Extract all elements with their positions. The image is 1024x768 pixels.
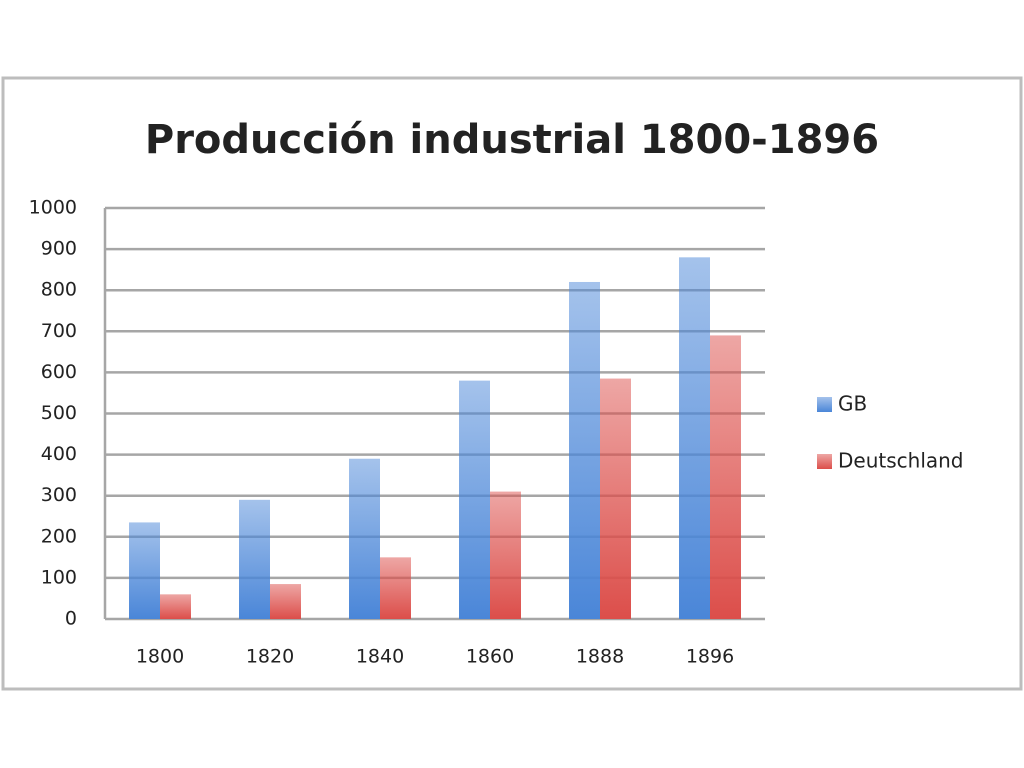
bar [160, 594, 191, 619]
chart-title: Producción industrial 1800-1896 [145, 117, 879, 163]
legend-swatch [817, 397, 832, 412]
legend-label: GB [838, 392, 867, 416]
bar [490, 491, 521, 619]
bar [459, 380, 490, 619]
legend-label: Deutschland [838, 449, 964, 473]
y-tick-label: 800 [41, 279, 77, 301]
x-tick-label: 1840 [356, 646, 404, 668]
bar [679, 257, 710, 619]
x-tick-label: 1860 [466, 646, 514, 668]
y-tick-label: 400 [41, 443, 77, 465]
y-tick-label: 600 [41, 361, 77, 383]
bar [349, 458, 380, 619]
x-tick-label: 1800 [136, 646, 184, 668]
y-tick-label: 200 [41, 525, 77, 547]
bar [270, 584, 301, 619]
y-tick-label: 1000 [29, 197, 77, 219]
bar [239, 499, 270, 619]
y-tick-label: 700 [41, 320, 77, 342]
bar [710, 335, 741, 619]
bar [129, 522, 160, 619]
x-tick-label: 1896 [686, 646, 734, 668]
bar [380, 557, 411, 619]
y-tick-label: 900 [41, 238, 77, 260]
legend-swatch [817, 454, 832, 469]
x-tick-label: 1888 [576, 646, 624, 668]
y-tick-label: 100 [41, 566, 77, 588]
x-tick-label: 1820 [246, 646, 294, 668]
y-tick-label: 0 [65, 608, 77, 630]
bar [600, 378, 631, 619]
bar [569, 281, 600, 619]
y-tick-label: 300 [41, 484, 77, 506]
y-tick-label: 500 [41, 402, 77, 424]
